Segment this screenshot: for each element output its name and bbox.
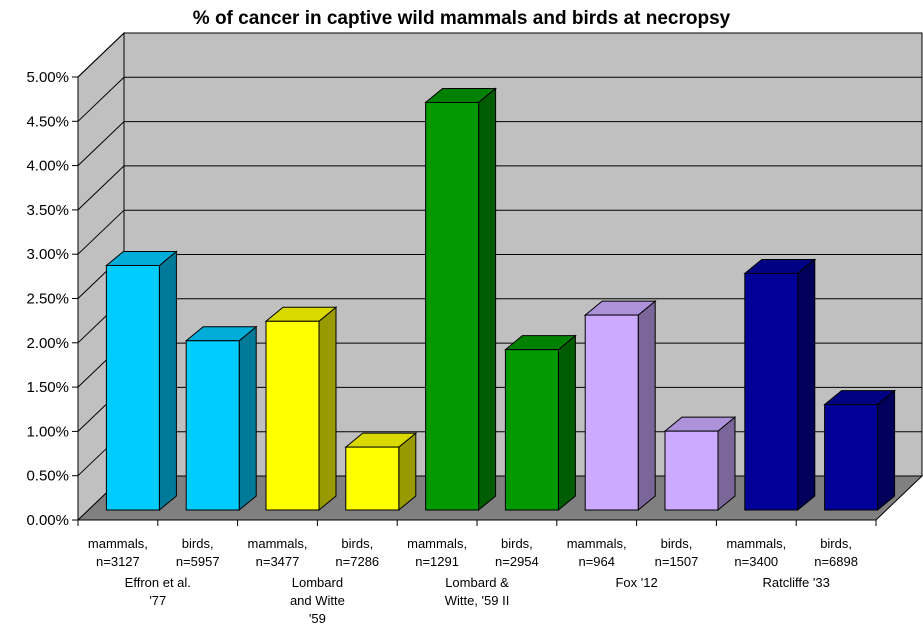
group-label: '77	[149, 593, 166, 608]
category-label: n=7286	[335, 554, 379, 569]
category-label: n=5957	[176, 554, 220, 569]
y-tick-label: 4.00%	[26, 158, 69, 175]
chart-title: % of cancer in captive wild mammals and …	[192, 8, 731, 29]
category-label: birds,	[341, 536, 373, 551]
gridline	[77, 209, 922, 255]
y-tick-label: 4.50%	[26, 113, 69, 130]
group-label: Lombard &	[445, 575, 509, 590]
category-label: mammals,	[407, 536, 467, 551]
bar-front	[664, 430, 719, 511]
bar-front	[744, 272, 799, 511]
group-label: Lombard	[292, 575, 343, 590]
bar-side	[158, 250, 177, 512]
category-label: n=964	[578, 554, 615, 569]
bar-front	[265, 320, 320, 511]
category-label: mammals,	[567, 536, 627, 551]
category-label: n=1507	[655, 554, 699, 569]
y-tick-label: 0.50%	[26, 468, 69, 485]
bar	[424, 87, 497, 512]
category-label: mammals,	[726, 536, 786, 551]
y-tick-label: 3.00%	[26, 246, 69, 263]
category-label: birds,	[182, 536, 214, 551]
bar	[184, 325, 258, 512]
category-label: n=3127	[96, 554, 140, 569]
category-label: mammals,	[88, 536, 148, 551]
category-label: n=3400	[734, 554, 778, 569]
y-tick-label: 0.00%	[26, 512, 69, 529]
bar-front	[105, 264, 160, 511]
y-tick-label: 1.50%	[26, 379, 69, 396]
bar-front	[425, 101, 480, 511]
bar-side	[238, 325, 257, 512]
bar-side	[877, 389, 896, 512]
y-tick-label: 5.00%	[26, 69, 69, 86]
bar	[663, 416, 737, 512]
gridline	[77, 76, 922, 122]
bar-side	[478, 87, 497, 512]
bar-front	[345, 446, 400, 511]
y-tick-label: 2.00%	[26, 335, 69, 352]
group-label: '59	[309, 611, 326, 626]
bar-side	[637, 300, 656, 512]
y-axis-ticks: 0.00% 0.50% 1.00% 1.50% 2.00% 2.50% 3.00% 3.50%…	[26, 69, 78, 529]
bar	[823, 389, 896, 512]
category-label: birds,	[661, 536, 693, 551]
bar	[504, 334, 577, 512]
category-label: birds,	[820, 536, 852, 551]
y-tick-label: 3.50%	[26, 202, 69, 219]
bars	[105, 87, 896, 512]
category-label: n=3477	[256, 554, 300, 569]
bar-front	[584, 314, 639, 511]
bar-side	[318, 306, 337, 512]
category-label: birds,	[501, 536, 533, 551]
category-label: n=2954	[495, 554, 539, 569]
bar	[743, 258, 817, 512]
bar-front	[824, 404, 879, 511]
group-label: and Witte	[290, 593, 345, 608]
group-label: Effron et al.	[125, 575, 191, 590]
gridline	[77, 165, 922, 211]
bar-side	[797, 258, 816, 512]
bar	[583, 300, 657, 512]
group-label: Witte, '59 II	[445, 593, 510, 608]
bar	[105, 250, 178, 512]
group-label: Fox '12	[615, 575, 657, 590]
bar	[264, 306, 338, 512]
y-tick-label: 1.00%	[26, 423, 69, 440]
gridline	[77, 32, 922, 78]
bar-side	[717, 416, 736, 512]
category-label: n=1291	[415, 554, 459, 569]
bar	[344, 432, 418, 512]
x-axis-labels: mammals, n=3127 birds, n=5957 mammals, n=3477…	[77, 520, 877, 626]
category-label: n=6898	[814, 554, 858, 569]
bar-front	[504, 349, 559, 511]
y-tick-label: 2.50%	[26, 291, 69, 308]
gridline	[77, 121, 922, 166]
bar-side	[557, 334, 576, 512]
bar-front	[185, 340, 240, 511]
category-label: mammals,	[248, 536, 308, 551]
group-label: Ratcliffe '33	[763, 575, 830, 590]
